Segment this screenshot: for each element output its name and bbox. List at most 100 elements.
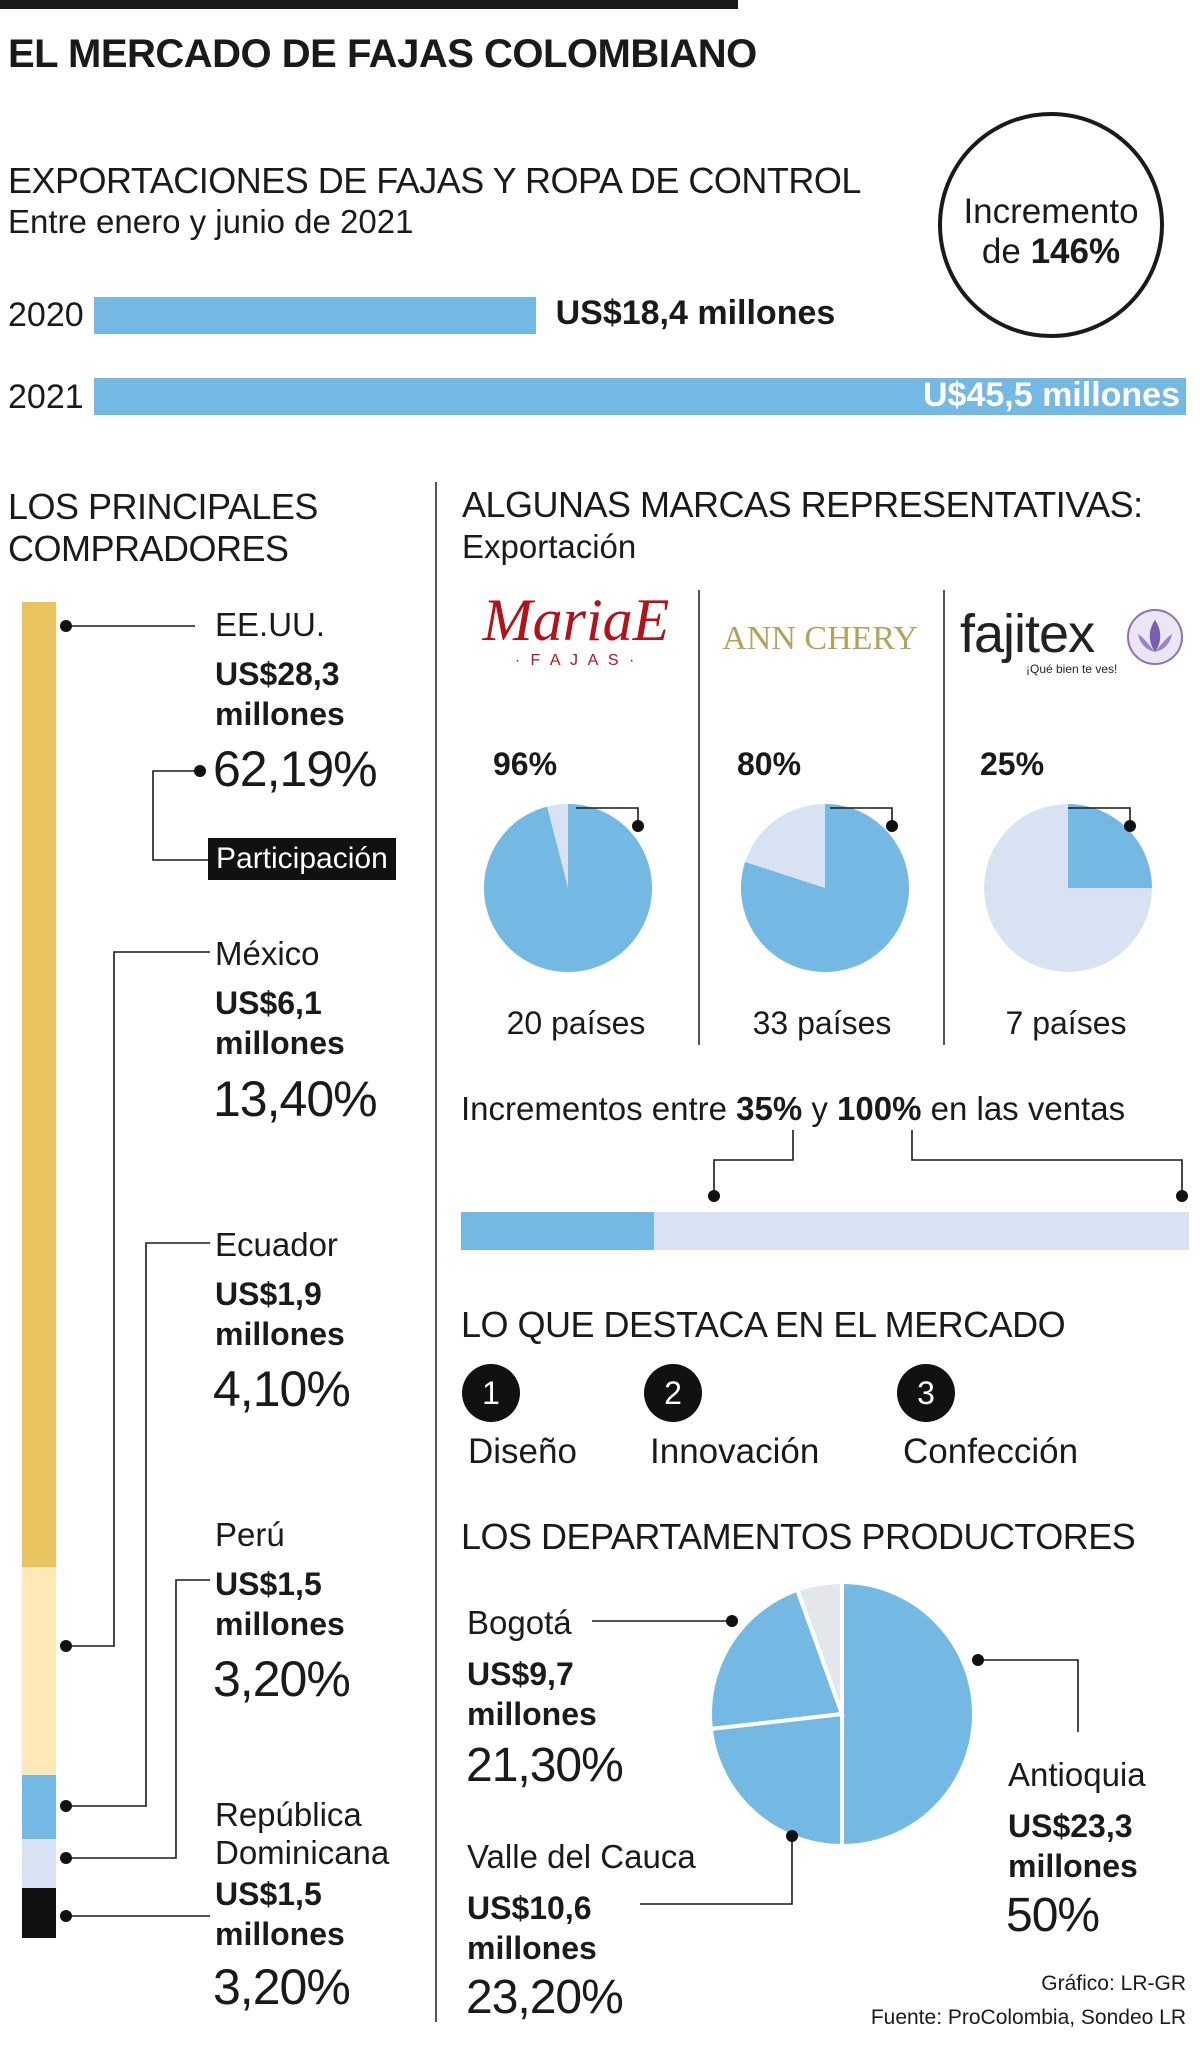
- buyer-ecuador-value-line1: US$1,9: [215, 1276, 322, 1312]
- brands-heading: ALGUNAS MARCAS REPRESENTATIVAS:: [462, 484, 1143, 525]
- feature-2-label: Innovación: [650, 1432, 820, 1471]
- features-heading: LO QUE DESTACA EN EL MERCADO: [461, 1304, 1066, 1345]
- buyer-mexico-value: US$6,1 millones: [215, 983, 345, 1063]
- exports-heading: EXPORTACIONES DE FAJAS Y ROPA DE CONTROL: [8, 160, 861, 201]
- mariae-logo-sub: · F A J A S ·: [514, 652, 638, 669]
- buyer-rd-pct: 3,20%: [213, 1959, 351, 2015]
- buyers-leader-lines: [60, 620, 210, 1922]
- dept-antioquia-value: US$23,3 millones: [1008, 1806, 1138, 1886]
- fajitex-logo: fajitex ¡Qué bien te ves!: [960, 606, 1190, 676]
- increment-line1: Incremento: [963, 192, 1139, 231]
- buyer-mexico-name: México: [215, 935, 320, 972]
- sales-range-fill: [461, 1212, 654, 1250]
- buyer-segment-1: [22, 1567, 56, 1776]
- dept-valle-value-line2: millones: [467, 1930, 597, 1966]
- buyers-heading: LOS PRINCIPALES COMPRADORES: [8, 486, 318, 570]
- dept-bogota-value-line2: millones: [467, 1696, 597, 1732]
- increment-value: 146%: [1030, 232, 1121, 271]
- bar-2021-label: U$45,5 millones: [922, 376, 1180, 414]
- fajitex-countries: 7 países: [1005, 1005, 1127, 1041]
- bar-2021: [94, 378, 1186, 415]
- dept-antioquia-leader: [978, 1659, 1079, 1732]
- sales-mid: y: [802, 1090, 838, 1127]
- dept-antioquia-pct: 50%: [1006, 1889, 1100, 1942]
- sales-high: 100%: [837, 1090, 922, 1127]
- participation-pill: Participación: [208, 838, 396, 880]
- feature-2-number: 2: [644, 1364, 702, 1422]
- mariae-pct: 96%: [493, 746, 558, 782]
- buyer-usa-name: EE.UU.: [215, 606, 326, 643]
- dept-slice-other: [794, 1579, 844, 1715]
- dept-bogota-value-line1: US$9,7: [467, 1656, 574, 1692]
- sales-prefix: Incrementos entre: [461, 1090, 737, 1127]
- annchery-pie-slice: [741, 804, 909, 972]
- buyer-peru-name: Perú: [215, 1516, 285, 1553]
- dept-slice-bogota: [708, 1587, 845, 1732]
- bar-2020-label: US$18,4 millones: [555, 294, 836, 332]
- dept-bogota-value: US$9,7 millones: [467, 1654, 597, 1734]
- buyer-usa-value-line1: US$28,3: [215, 656, 340, 692]
- fajitex-pct: 25%: [980, 746, 1045, 782]
- footer-credit: Gráfico: LR-GR: [1041, 1972, 1186, 1995]
- buyers-heading-line1: LOS PRINCIPALES: [8, 486, 318, 527]
- sales-suffix: en las ventas: [921, 1090, 1126, 1127]
- sales-leader-lines: [708, 1130, 1188, 1202]
- buyer-rd-name: República Dominicana: [215, 1796, 389, 1872]
- buyer-segment-0: [22, 602, 56, 1568]
- buyer-usa-value-line2: millones: [215, 696, 345, 732]
- increment-line2: de 146%: [942, 232, 1160, 272]
- dept-slice-valle: [708, 1711, 844, 1849]
- dept-antioquia-value-line1: US$23,3: [1008, 1808, 1133, 1844]
- fajitex-logo-text: fajitex: [960, 604, 1095, 664]
- buyer-usa-pct: 62,19%: [213, 741, 378, 797]
- buyer-segment-2: [22, 1775, 56, 1839]
- dept-valle-value: US$10,6 millones: [467, 1888, 597, 1968]
- fajitex-logo-sub: ¡Qué bien te ves!: [1026, 662, 1118, 676]
- mariae-pie-slice: [484, 804, 652, 972]
- dept-valle-pct: 23,20%: [466, 1971, 624, 2024]
- buyer-ecuador-value-line2: millones: [215, 1316, 345, 1352]
- buyers-stacked-bar: [22, 602, 56, 1938]
- mariae-logo: MariaE · F A J A S ·: [476, 588, 676, 670]
- annchery-logo: ANN CHERY: [722, 620, 918, 657]
- year-2020: 2020: [8, 296, 84, 334]
- buyer-mexico-value-line2: millones: [215, 1025, 345, 1061]
- dept-antioquia-name: Antioquia: [1008, 1756, 1146, 1793]
- column-separator: [435, 482, 437, 2022]
- buyer-rd-name-line1: República: [215, 1796, 362, 1833]
- annchery-pct: 80%: [737, 746, 802, 782]
- dept-slice-antioquia: [840, 1579, 976, 1849]
- brand-separator-1: [698, 590, 700, 1045]
- brand-pies: [484, 804, 1152, 972]
- fajitex-pie-dot: [1124, 820, 1136, 832]
- top-rule: [0, 0, 738, 9]
- buyer-rd-value: US$1,5 millones: [215, 1874, 345, 1954]
- increment-badge: Incremento de 146%: [938, 112, 1164, 338]
- buyer-mexico-pct: 13,40%: [213, 1071, 378, 1127]
- dept-antioquia-dot: [972, 1654, 984, 1666]
- dept-antioquia-value-line2: millones: [1008, 1848, 1138, 1884]
- year-2021: 2021: [8, 378, 84, 416]
- page-title: EL MERCADO DE FAJAS COLOMBIANO: [8, 32, 757, 76]
- sales-low-dot: [708, 1190, 720, 1202]
- increment-prefix: de: [981, 232, 1031, 271]
- exports-subheading: Entre enero y junio de 2021: [8, 203, 414, 240]
- buyer-mexico-value-line1: US$6,1: [215, 985, 322, 1021]
- dept-valle-name: Valle del Cauca: [467, 1838, 696, 1875]
- bar-2020: [94, 297, 536, 334]
- annchery-pie-dot: [886, 820, 898, 832]
- sales-increment-text: Incrementos entre 35% y 100% en las vent…: [461, 1090, 1125, 1128]
- feature-1-number: 1: [462, 1364, 520, 1422]
- buyer-peru-value-line1: US$1,5: [215, 1566, 322, 1602]
- buyer-rd-value-line2: millones: [215, 1916, 345, 1952]
- feature-1-label: Diseño: [468, 1432, 577, 1471]
- feature-3-label: Confección: [903, 1432, 1079, 1471]
- buyer-segment-3: [22, 1838, 56, 1889]
- annchery-countries: 33 países: [752, 1005, 892, 1041]
- sales-low: 35%: [736, 1090, 803, 1127]
- buyer-rd-value-line1: US$1,5: [215, 1876, 322, 1912]
- mariae-logo-text: MariaE: [482, 587, 670, 653]
- dept-valle-dot: [786, 1830, 798, 1842]
- sales-high-dot: [1176, 1190, 1188, 1202]
- fajitex-pie-slice: [1068, 804, 1152, 888]
